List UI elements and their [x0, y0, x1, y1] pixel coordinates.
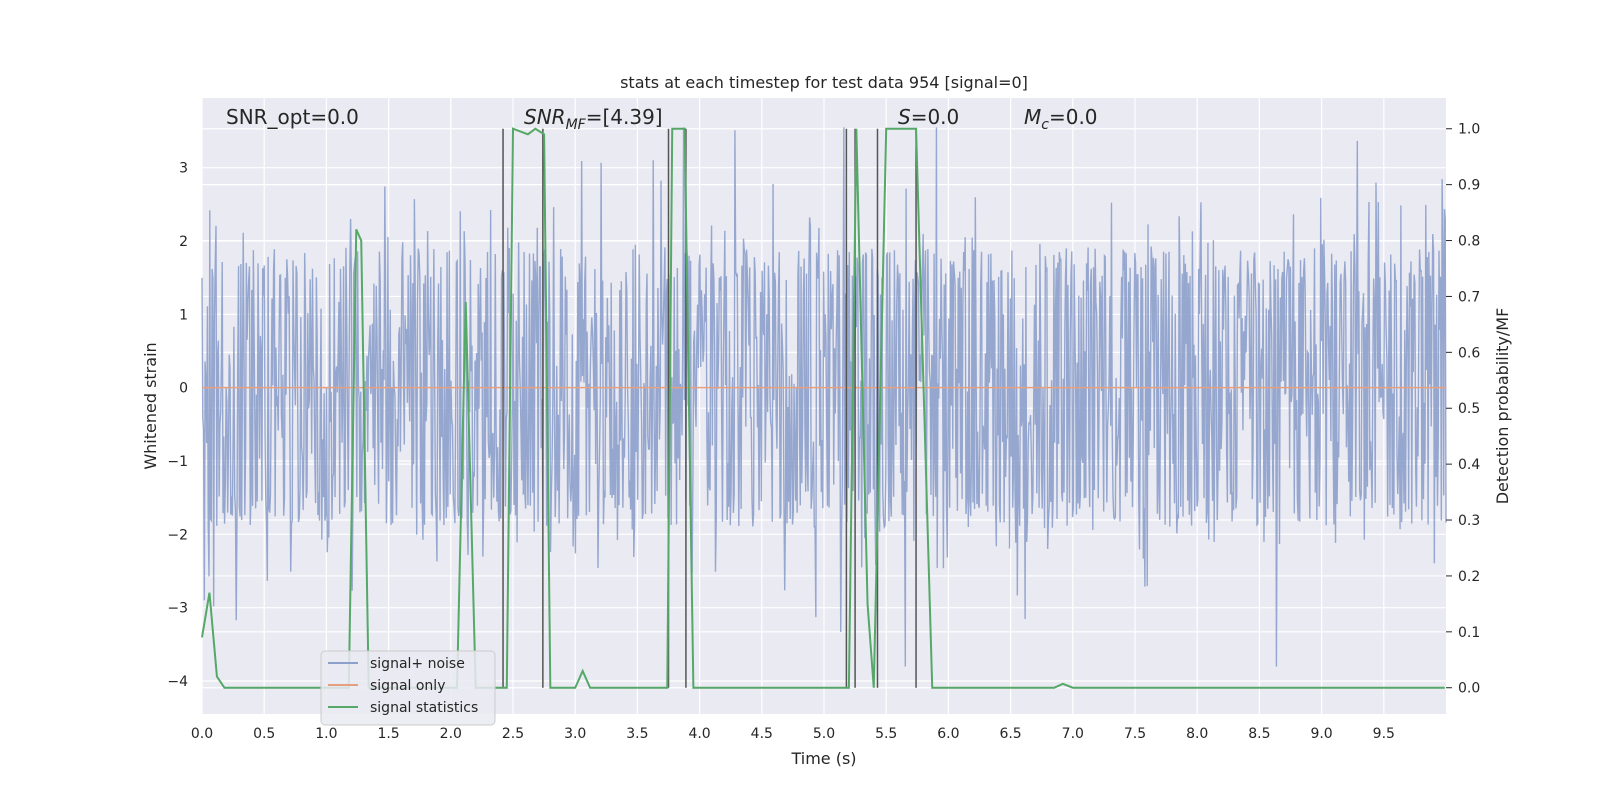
x-tick-label: 9.0	[1310, 726, 1332, 742]
y-right-tick-label: 0.3	[1458, 513, 1480, 529]
y-right-tick-label: 0.1	[1458, 625, 1480, 641]
x-tick-label: 4.5	[751, 726, 773, 742]
y-left-axis-ticks: 3 2 1 0 −1 −2 −3 −4	[167, 161, 188, 690]
y-left-tick-label: −2	[167, 527, 188, 543]
y-right-tick-label: 0.7	[1458, 289, 1480, 305]
y-right-tick-label: 0.5	[1458, 401, 1480, 417]
x-tick-label: 8.5	[1248, 726, 1270, 742]
signal-statistics-line	[201, 127, 1445, 689]
annotation-s: S=0.0	[898, 105, 959, 129]
y-right-tick-label: 0.6	[1458, 345, 1480, 361]
series-signal-statistics	[201, 127, 1445, 689]
annotation-s-main: S	[898, 105, 911, 129]
annotation-snr-mf: SNRMF=[4.39]	[524, 105, 663, 133]
x-tick-label: 1.5	[377, 726, 399, 742]
y-right-axis-ticks: 1.0 0.9 0.8 0.7 0.6 0.5 0.4 0.3 0.2 0.1 0.0	[1446, 122, 1480, 697]
x-tick-label: 1.0	[315, 726, 337, 742]
x-tick-label: 9.5	[1373, 726, 1395, 742]
y-left-tick-label: 3	[179, 161, 188, 177]
y-right-tick-label: 0.0	[1458, 681, 1480, 697]
annotation-snr-mf-value: =[4.39]	[586, 105, 663, 129]
y-left-tick-label: −1	[167, 454, 188, 470]
x-tick-label: 0.0	[191, 726, 213, 742]
annotation-mc: Mc=0.0	[1024, 105, 1098, 133]
x-tick-label: 5.0	[813, 726, 835, 742]
annotation-snr-opt: SNR_opt=0.0	[226, 105, 359, 129]
x-tick-label: 3.0	[564, 726, 586, 742]
x-tick-label: 7.0	[1062, 726, 1084, 742]
legend-entry-signal-statistics: signal statistics	[370, 700, 478, 716]
x-tick-label: 3.5	[626, 726, 648, 742]
annotation-s-value: =0.0	[911, 105, 960, 129]
x-tick-label: 6.5	[999, 726, 1021, 742]
y-left-tick-label: 2	[179, 234, 188, 250]
y-right-tick-label: 0.2	[1458, 569, 1480, 585]
annotation-snr-mf-sub: MF	[566, 117, 587, 133]
annotations: SNR_opt=0.0 SNRMF=[4.39] S=0.0 Mc=0.0	[226, 105, 1098, 133]
annotation-mc-main: M	[1024, 105, 1041, 129]
y-right-tick-label: 0.8	[1458, 234, 1480, 250]
legend: signal+ noise signal only signal statist…	[320, 650, 496, 726]
x-tick-label: 4.0	[688, 726, 710, 742]
legend-box	[320, 650, 496, 726]
y-right-tick-label: 1.0	[1458, 122, 1480, 138]
chart-title: stats at each timestep for test data 954…	[620, 73, 1028, 92]
y-left-axis-label: Whitened strain	[141, 342, 160, 469]
y-left-tick-label: −4	[167, 674, 188, 690]
x-tick-label: 8.0	[1186, 726, 1208, 742]
y-left-tick-label: 0	[179, 381, 188, 397]
annotation-mc-sub: c	[1041, 117, 1049, 133]
y-left-tick-label: −3	[167, 601, 188, 617]
x-tick-label: 5.5	[875, 726, 897, 742]
x-tick-label: 2.5	[502, 726, 524, 742]
x-tick-label: 2.0	[440, 726, 462, 742]
y-left-tick-label: 1	[179, 307, 188, 323]
annotation-mc-value: =0.0	[1049, 105, 1098, 129]
x-axis-label: Time (s)	[790, 749, 856, 768]
series-signal-plus-noise	[201, 127, 1447, 667]
legend-entry-signal-only: signal only	[370, 678, 445, 694]
x-tick-label: 6.0	[937, 726, 959, 742]
annotation-snr-mf-main: SNR	[524, 105, 566, 129]
y-right-tick-label: 0.4	[1458, 457, 1480, 473]
y-right-tick-label: 0.9	[1458, 178, 1480, 194]
x-tick-label: 0.5	[253, 726, 275, 742]
x-tick-label: 7.5	[1124, 726, 1146, 742]
legend-entry-signal-plus-noise: signal+ noise	[370, 656, 465, 672]
y-right-axis-label: Detection probability/MF	[1493, 308, 1512, 505]
noise-trace	[201, 127, 1447, 667]
x-axis-ticks: 0.0 0.5 1.0 1.5 2.0 2.5 3.0 3.5 4.0 4.5 5.0 5.5 6.0 6…	[191, 726, 1395, 742]
